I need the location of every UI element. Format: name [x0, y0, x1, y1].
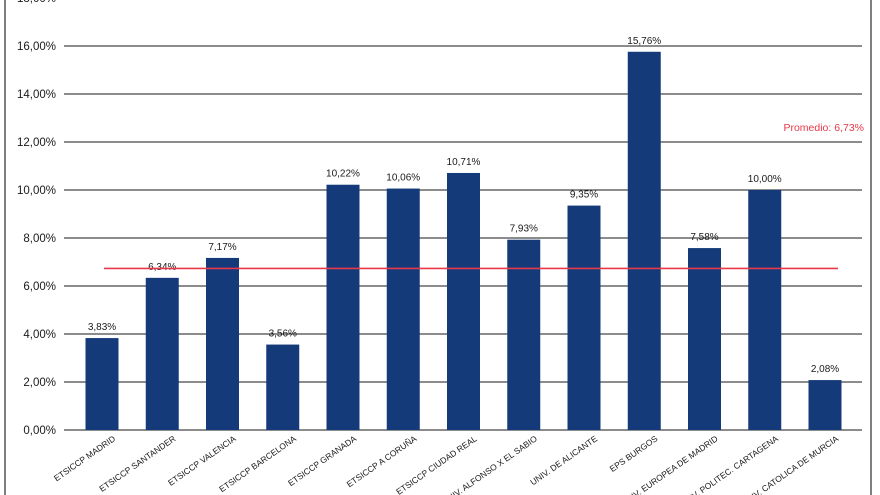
- data-label: 7,93%: [510, 224, 538, 235]
- bar: [507, 239, 541, 430]
- data-label: 9,35%: [570, 190, 598, 201]
- data-label: 10,71%: [447, 157, 481, 168]
- data-label: 7,58%: [690, 232, 718, 243]
- category-label: UNIV. CATOLICA DE MURCIA: [740, 433, 841, 495]
- category-label: ETSICCP MADRID: [52, 433, 117, 483]
- y-tick-label: 16,00%: [17, 41, 56, 53]
- data-label: 3,83%: [88, 322, 116, 333]
- data-label: 15,76%: [627, 36, 661, 47]
- y-tick-label: 14,00%: [17, 89, 56, 101]
- y-tick-label: 8,00%: [23, 233, 56, 245]
- y-tick-label: 18,00%: [17, 0, 56, 5]
- data-label: 10,22%: [326, 169, 360, 180]
- data-label: 2,08%: [811, 364, 839, 375]
- data-label: 6,34%: [148, 262, 176, 273]
- bar: [567, 205, 601, 430]
- y-tick-label: 2,00%: [23, 377, 56, 389]
- bar: [266, 344, 300, 430]
- y-tick-label: 12,00%: [17, 137, 56, 149]
- data-label: 10,00%: [748, 174, 782, 185]
- bar: [326, 184, 360, 430]
- bar: [447, 172, 480, 430]
- data-label: 3,56%: [269, 329, 297, 340]
- bar: [386, 188, 420, 430]
- category-label: UNIV. ALFONSO X EL SABIO: [440, 433, 539, 495]
- bar: [688, 248, 721, 430]
- data-label: 10,06%: [386, 173, 420, 184]
- category-label: UNIV. DE ALICANTE: [528, 433, 599, 487]
- bar: [627, 51, 661, 430]
- bar: [85, 338, 119, 430]
- data-label: 7,17%: [208, 242, 236, 253]
- bar: [206, 257, 239, 430]
- bar: [748, 190, 782, 430]
- y-tick-label: 4,00%: [23, 329, 56, 341]
- y-tick-label: 6,00%: [23, 281, 56, 293]
- bar: [145, 277, 179, 430]
- average-label: Promedio: 6,73%: [783, 122, 864, 134]
- category-label: EPS BURGOS: [608, 433, 660, 474]
- bar: [808, 380, 842, 430]
- y-tick-label: 0,00%: [23, 425, 56, 437]
- y-tick-label: 10,00%: [17, 185, 56, 197]
